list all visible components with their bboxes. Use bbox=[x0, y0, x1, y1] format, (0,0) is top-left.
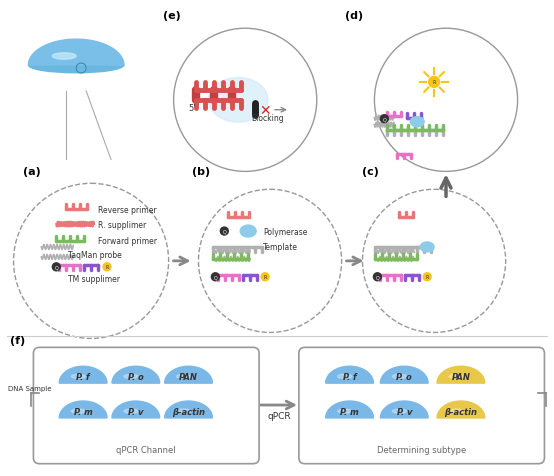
Text: P. v: P. v bbox=[128, 407, 143, 416]
Ellipse shape bbox=[124, 375, 138, 379]
Polygon shape bbox=[59, 401, 107, 418]
Ellipse shape bbox=[177, 409, 191, 414]
FancyBboxPatch shape bbox=[299, 347, 545, 464]
Text: R: R bbox=[425, 275, 429, 280]
Ellipse shape bbox=[410, 118, 424, 128]
Ellipse shape bbox=[449, 409, 463, 414]
Polygon shape bbox=[437, 401, 485, 418]
Circle shape bbox=[103, 263, 111, 271]
Text: (b): (b) bbox=[192, 167, 211, 177]
Polygon shape bbox=[112, 401, 160, 418]
Text: (c): (c) bbox=[362, 167, 378, 177]
Text: Polymerase: Polymerase bbox=[263, 227, 307, 236]
Text: β-actin: β-actin bbox=[444, 407, 478, 416]
Ellipse shape bbox=[28, 58, 124, 74]
Circle shape bbox=[220, 228, 228, 236]
Text: (a): (a) bbox=[23, 167, 41, 177]
Polygon shape bbox=[326, 401, 373, 418]
Text: DNA Sample: DNA Sample bbox=[8, 385, 51, 391]
Text: R: R bbox=[263, 275, 267, 280]
Text: P. m: P. m bbox=[340, 407, 359, 416]
Text: β-actin: β-actin bbox=[172, 407, 205, 416]
Text: PAN: PAN bbox=[452, 372, 470, 381]
Text: ✕: ✕ bbox=[259, 104, 271, 118]
Circle shape bbox=[212, 273, 219, 281]
Text: Q: Q bbox=[223, 229, 226, 234]
Text: R. supplimer: R. supplimer bbox=[98, 220, 146, 229]
Circle shape bbox=[429, 77, 439, 88]
Ellipse shape bbox=[392, 409, 407, 414]
Text: P. f: P. f bbox=[76, 372, 90, 381]
Circle shape bbox=[381, 116, 388, 123]
Ellipse shape bbox=[337, 375, 352, 379]
Text: Q: Q bbox=[382, 117, 386, 122]
Ellipse shape bbox=[71, 409, 85, 414]
Text: R: R bbox=[105, 265, 109, 270]
Polygon shape bbox=[381, 401, 428, 418]
Text: R: R bbox=[432, 80, 436, 85]
Text: (e): (e) bbox=[163, 11, 181, 21]
Polygon shape bbox=[165, 367, 212, 383]
Ellipse shape bbox=[420, 242, 434, 252]
Circle shape bbox=[52, 263, 60, 271]
Text: 5': 5' bbox=[188, 104, 196, 112]
FancyBboxPatch shape bbox=[33, 347, 259, 464]
Text: PAN: PAN bbox=[179, 372, 198, 381]
Polygon shape bbox=[381, 367, 428, 383]
Circle shape bbox=[423, 273, 431, 281]
Text: Determining subtype: Determining subtype bbox=[377, 446, 466, 454]
Ellipse shape bbox=[177, 375, 191, 379]
Text: TaqMan probe: TaqMan probe bbox=[68, 251, 122, 260]
Text: Q: Q bbox=[54, 265, 58, 270]
Ellipse shape bbox=[449, 375, 463, 379]
Ellipse shape bbox=[392, 375, 407, 379]
Text: (f): (f) bbox=[9, 336, 25, 346]
Ellipse shape bbox=[124, 409, 138, 414]
Ellipse shape bbox=[240, 226, 256, 238]
Polygon shape bbox=[59, 367, 107, 383]
Text: TM supplimer: TM supplimer bbox=[68, 275, 120, 284]
Text: Template: Template bbox=[263, 243, 298, 252]
Text: Blocking: Blocking bbox=[252, 113, 284, 122]
Polygon shape bbox=[437, 367, 485, 383]
Text: P. f: P. f bbox=[343, 372, 356, 381]
Text: (d): (d) bbox=[345, 11, 363, 21]
Text: qPCR: qPCR bbox=[267, 411, 291, 420]
Text: P. v: P. v bbox=[397, 407, 412, 416]
Text: P. o: P. o bbox=[396, 372, 412, 381]
Ellipse shape bbox=[208, 78, 268, 123]
Polygon shape bbox=[28, 40, 124, 66]
Ellipse shape bbox=[71, 375, 85, 379]
Text: P. o: P. o bbox=[128, 372, 143, 381]
Polygon shape bbox=[165, 401, 212, 418]
Text: Q: Q bbox=[213, 275, 217, 280]
Text: Q: Q bbox=[376, 275, 379, 280]
Text: Reverse primer: Reverse primer bbox=[98, 205, 157, 214]
Text: qPCR Channel: qPCR Channel bbox=[116, 446, 176, 454]
Ellipse shape bbox=[337, 409, 352, 414]
Circle shape bbox=[373, 273, 381, 281]
Ellipse shape bbox=[52, 54, 76, 60]
Polygon shape bbox=[112, 367, 160, 383]
Text: Forward primer: Forward primer bbox=[98, 237, 157, 246]
Circle shape bbox=[261, 273, 269, 281]
Polygon shape bbox=[326, 367, 373, 383]
Text: P. m: P. m bbox=[74, 407, 93, 416]
